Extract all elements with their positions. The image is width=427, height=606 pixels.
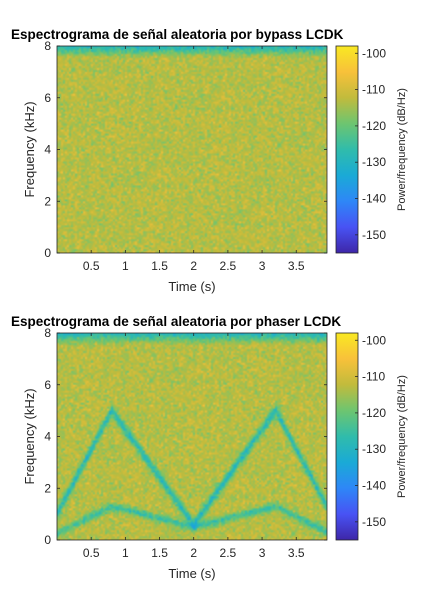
colorbar-tick-label: -100 [362,46,386,60]
x-tick-label: 3 [259,546,266,560]
spectrogram-panel-1: Espectrograma de señal aleatoria por byp… [11,27,408,294]
x-tick-label: 1.5 [151,546,168,560]
spectrogram-image [57,46,327,253]
colorbar-tick-label: -140 [362,192,386,206]
x-tick-label: 1 [122,546,129,560]
y-tick-label: 8 [44,326,51,340]
y-axis-label: Frequency (kHz) [22,101,37,197]
y-axis-label: Frequency (kHz) [22,388,37,484]
x-tick-label: 3.5 [288,259,305,273]
chart-title: Espectrograma de señal aleatoria por pha… [11,314,341,329]
y-tick-label: 4 [44,430,51,444]
colorbar-label: Power/frequency (dB/Hz) [396,375,408,498]
x-tick-label: 0.5 [83,259,100,273]
x-tick-label: 2 [190,546,197,560]
colorbar-tick-label: -110 [362,370,385,384]
colorbar-tick-label: -150 [362,228,386,242]
y-tick-label: 0 [44,246,51,260]
y-tick-label: 2 [44,481,51,495]
colorbar [336,333,358,540]
x-tick-label: 0.5 [83,546,100,560]
colorbar [336,46,358,253]
x-tick-label: 2.5 [220,259,237,273]
colorbar-label: Power/frequency (dB/Hz) [396,88,408,211]
x-tick-label: 3.5 [288,546,305,560]
colorbar-tick-label: -130 [362,442,386,456]
colorbar-frame [335,45,359,254]
spectrogram-image [57,333,327,540]
colorbar-tick-label: -120 [362,119,386,133]
y-tick-label: 6 [44,378,51,392]
colorbar-tick-label: -140 [362,479,386,493]
chart-title: Espectrograma de señal aleatoria por byp… [11,27,344,42]
y-tick-label: 0 [44,533,51,547]
x-tick-label: 3 [259,259,266,273]
colorbar-tick-label: -110 [362,83,385,97]
spectrogram-panel-2: Espectrograma de señal aleatoria por pha… [11,314,408,581]
colorbar-tick-label: -150 [362,515,386,529]
x-axis-label: Time (s) [168,566,215,581]
x-tick-label: 2.5 [220,546,237,560]
colorbar-tick-label: -120 [362,406,386,420]
colorbar-frame [335,332,359,541]
colorbar-tick-label: -130 [362,155,386,169]
y-tick-label: 2 [44,194,51,208]
y-tick-label: 6 [44,91,51,105]
x-tick-label: 1 [122,259,129,273]
x-tick-label: 2 [190,259,197,273]
x-tick-label: 1.5 [151,259,168,273]
y-tick-label: 4 [44,143,51,157]
y-tick-label: 8 [44,39,51,53]
x-axis-label: Time (s) [168,279,215,294]
colorbar-tick-label: -100 [362,333,386,347]
